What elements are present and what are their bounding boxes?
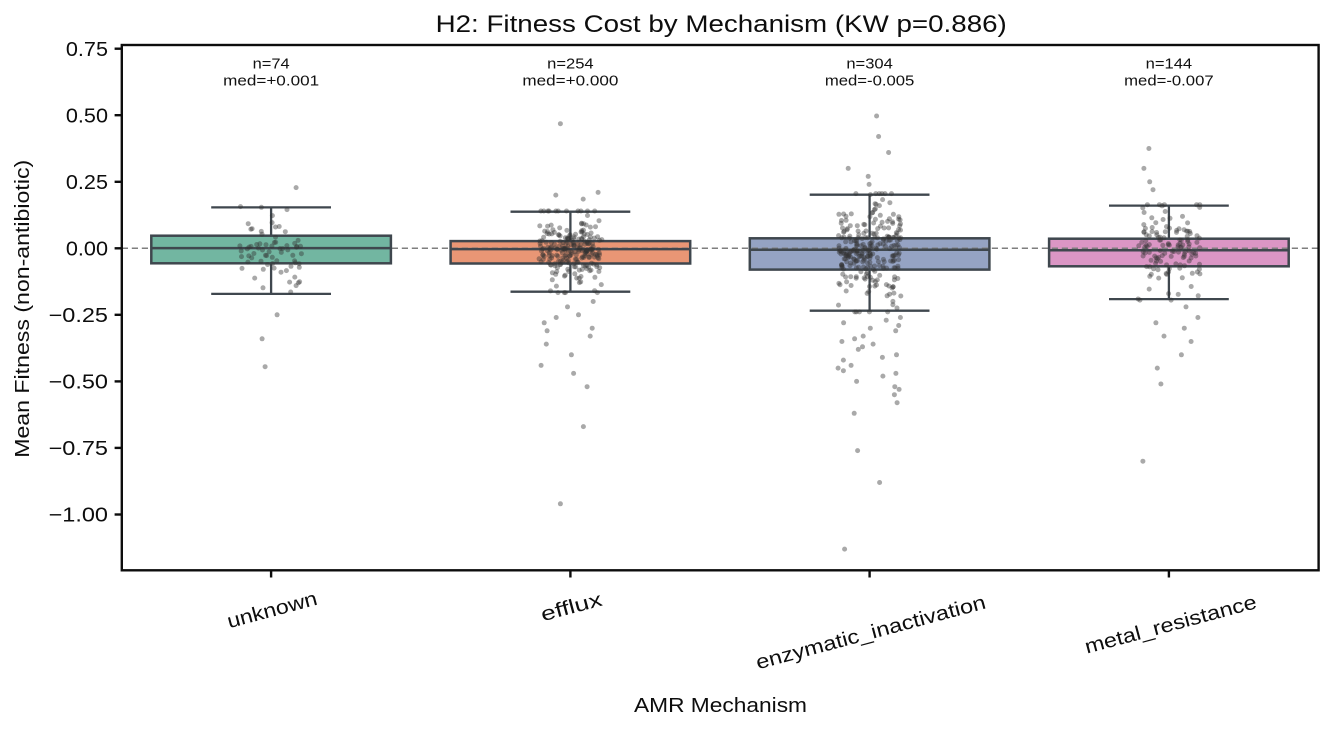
svg-text:med=-0.005: med=-0.005: [825, 73, 915, 90]
svg-text:H2: Fitness Cost by Mechanism: H2: Fitness Cost by Mechanism (KW p=0.88…: [436, 11, 1007, 38]
svg-text:−0.25: −0.25: [49, 305, 108, 327]
svg-text:0.50: 0.50: [66, 105, 108, 127]
svg-text:n=144: n=144: [1146, 56, 1193, 73]
svg-text:−0.50: −0.50: [49, 372, 108, 394]
svg-text:n=254: n=254: [547, 56, 594, 73]
svg-text:0.75: 0.75: [66, 39, 108, 61]
svg-text:Mean Fitness (non-antibiotic): Mean Fitness (non-antibiotic): [12, 160, 34, 458]
svg-text:−0.75: −0.75: [49, 438, 108, 460]
svg-text:med=-0.007: med=-0.007: [1124, 73, 1214, 90]
svg-text:0.00: 0.00: [66, 238, 108, 260]
svg-text:n=74: n=74: [253, 56, 290, 73]
svg-text:n=304: n=304: [846, 56, 893, 73]
svg-text:med=+0.001: med=+0.001: [223, 73, 319, 90]
svg-text:AMR Mechanism: AMR Mechanism: [634, 695, 807, 717]
svg-text:med=+0.000: med=+0.000: [522, 73, 618, 90]
svg-text:−1.00: −1.00: [49, 505, 108, 527]
svg-text:0.25: 0.25: [66, 172, 108, 194]
